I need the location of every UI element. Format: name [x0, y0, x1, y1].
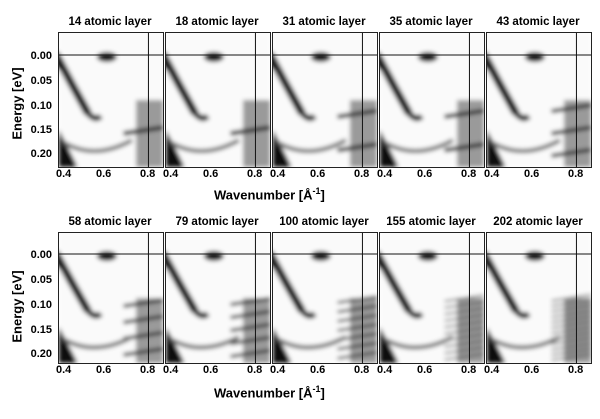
x-tick-label: 0.6	[524, 168, 540, 180]
x-tick-label: 0.4	[56, 168, 72, 180]
y-tick-label: 0.10	[30, 100, 52, 112]
x-tick-label: 0.8	[354, 364, 370, 376]
panel-plot-area	[379, 32, 485, 168]
x-tick-label: 0.6	[96, 168, 112, 180]
x-tick-label: 0.4	[377, 364, 393, 376]
x-tick-label: 0.6	[203, 168, 219, 180]
panel-plot-area	[486, 32, 592, 168]
x-tick-label: 0.4	[484, 168, 500, 180]
panel-title: 18 atomic layer	[175, 16, 259, 28]
x-tick-label: 0.4	[270, 364, 286, 376]
arpes-intensity-map	[166, 233, 270, 363]
y-tick-label: 0.00	[30, 249, 52, 261]
panel-plot-area	[272, 232, 378, 364]
x-tick-label: 0.8	[461, 168, 477, 180]
arpes-panel: 155 atomic layer 0.4 0.6 0.8	[377, 212, 485, 378]
panel-title: 43 atomic layer	[496, 16, 580, 28]
arpes-panel: 35 atomic layer 0.4 0.6 0.8	[377, 0, 485, 182]
arpes-panel: 31 atomic layer 0.4 0.6 0.8	[270, 0, 378, 182]
y-tick-label: 0.00	[30, 50, 52, 62]
x-tick-label: 0.4	[56, 364, 72, 376]
y-tick-label: 0.20	[30, 148, 52, 160]
y-tick-label: 0.05	[30, 274, 52, 286]
panel-title: 100 atomic layer	[279, 216, 369, 228]
arpes-intensity-map	[273, 33, 377, 167]
panel-plot-area	[165, 32, 271, 168]
x-axis-label-sup: -1	[312, 384, 321, 394]
x-tick-label: 0.4	[163, 168, 179, 180]
x-axis-label: Wavenumber [Å-1]	[214, 384, 325, 400]
arpes-intensity-map	[166, 33, 270, 167]
panel-plot-area	[58, 232, 164, 364]
panel-title: 79 atomic layer	[175, 216, 259, 228]
x-axis-label-text: Wavenumber [Å	[214, 187, 313, 203]
x-tick-label: 0.6	[310, 168, 326, 180]
x-tick-label: 0.6	[96, 364, 112, 376]
x-tick-label: 0.4	[377, 168, 393, 180]
x-axis-label-end: ]	[320, 187, 325, 203]
panel-plot-area	[486, 232, 592, 364]
x-tick-label: 0.6	[417, 168, 433, 180]
arpes-panel: 14 atomic layer 0.4 0.6 0.8	[56, 0, 164, 182]
panel-title: 31 atomic layer	[282, 16, 366, 28]
x-tick-label: 0.8	[247, 364, 263, 376]
arpes-panel: 202 atomic layer 0.4 0.6 0.8	[484, 212, 592, 378]
arpes-intensity-map	[380, 33, 484, 167]
arpes-intensity-map	[487, 233, 591, 363]
x-axis-label-end: ]	[320, 385, 325, 401]
x-tick-label: 0.8	[247, 168, 263, 180]
x-axis-label: Wavenumber [Å-1]	[214, 186, 325, 202]
arpes-intensity-map	[380, 233, 484, 363]
x-tick-label: 0.4	[163, 364, 179, 376]
panel-title: 155 atomic layer	[386, 216, 476, 228]
y-tick-label: 0.10	[30, 299, 52, 311]
x-tick-label: 0.6	[524, 364, 540, 376]
x-tick-label: 0.6	[203, 364, 219, 376]
x-tick-label: 0.4	[270, 168, 286, 180]
x-axis-label-sup: -1	[312, 186, 321, 196]
arpes-intensity-map	[59, 233, 163, 363]
panel-title: 14 atomic layer	[68, 16, 152, 28]
panel-title: 58 atomic layer	[68, 216, 152, 228]
x-tick-label: 0.8	[568, 168, 584, 180]
arpes-intensity-map	[273, 233, 377, 363]
arpes-panel: 79 atomic layer 0.4 0.6 0.8	[163, 212, 271, 378]
x-tick-label: 0.6	[310, 364, 326, 376]
arpes-intensity-map	[487, 33, 591, 167]
x-tick-label: 0.8	[140, 364, 156, 376]
y-tick-label: 0.15	[30, 324, 52, 336]
panel-title: 35 atomic layer	[389, 16, 473, 28]
panel-plot-area	[379, 232, 485, 364]
figure-row-top: Energy [eV] 0.00 0.05 0.10 0.15 0.20 14 …	[10, 0, 592, 202]
x-tick-label: 0.8	[568, 364, 584, 376]
arpes-panel: 100 atomic layer 0.4 0.6 0.8	[270, 212, 378, 378]
y-tick-label: 0.05	[30, 75, 52, 87]
x-tick-label: 0.8	[140, 168, 156, 180]
x-tick-label: 0.4	[484, 364, 500, 376]
x-tick-label: 0.8	[354, 168, 370, 180]
panel-title: 202 atomic layer	[493, 216, 583, 228]
panel-plot-area	[272, 32, 378, 168]
y-tick-label: 0.20	[30, 348, 52, 360]
arpes-panel: 43 atomic layer 0.4 0.6 0.8	[484, 0, 592, 182]
panel-plot-area	[58, 32, 164, 168]
x-tick-label: 0.8	[461, 364, 477, 376]
y-tick-label: 0.15	[30, 124, 52, 136]
figure-row-bottom: Energy [eV] 0.00 0.05 0.10 0.15 0.20 58 …	[0, 212, 600, 419]
x-axis-label-text: Wavenumber [Å	[214, 385, 313, 401]
arpes-intensity-map	[59, 33, 163, 167]
panel-plot-area	[165, 232, 271, 364]
arpes-panel: 18 atomic layer 0.4 0.6 0.8	[163, 0, 271, 182]
x-tick-label: 0.6	[417, 364, 433, 376]
arpes-panel: 58 atomic layer 0.4 0.6 0.8	[56, 212, 164, 378]
